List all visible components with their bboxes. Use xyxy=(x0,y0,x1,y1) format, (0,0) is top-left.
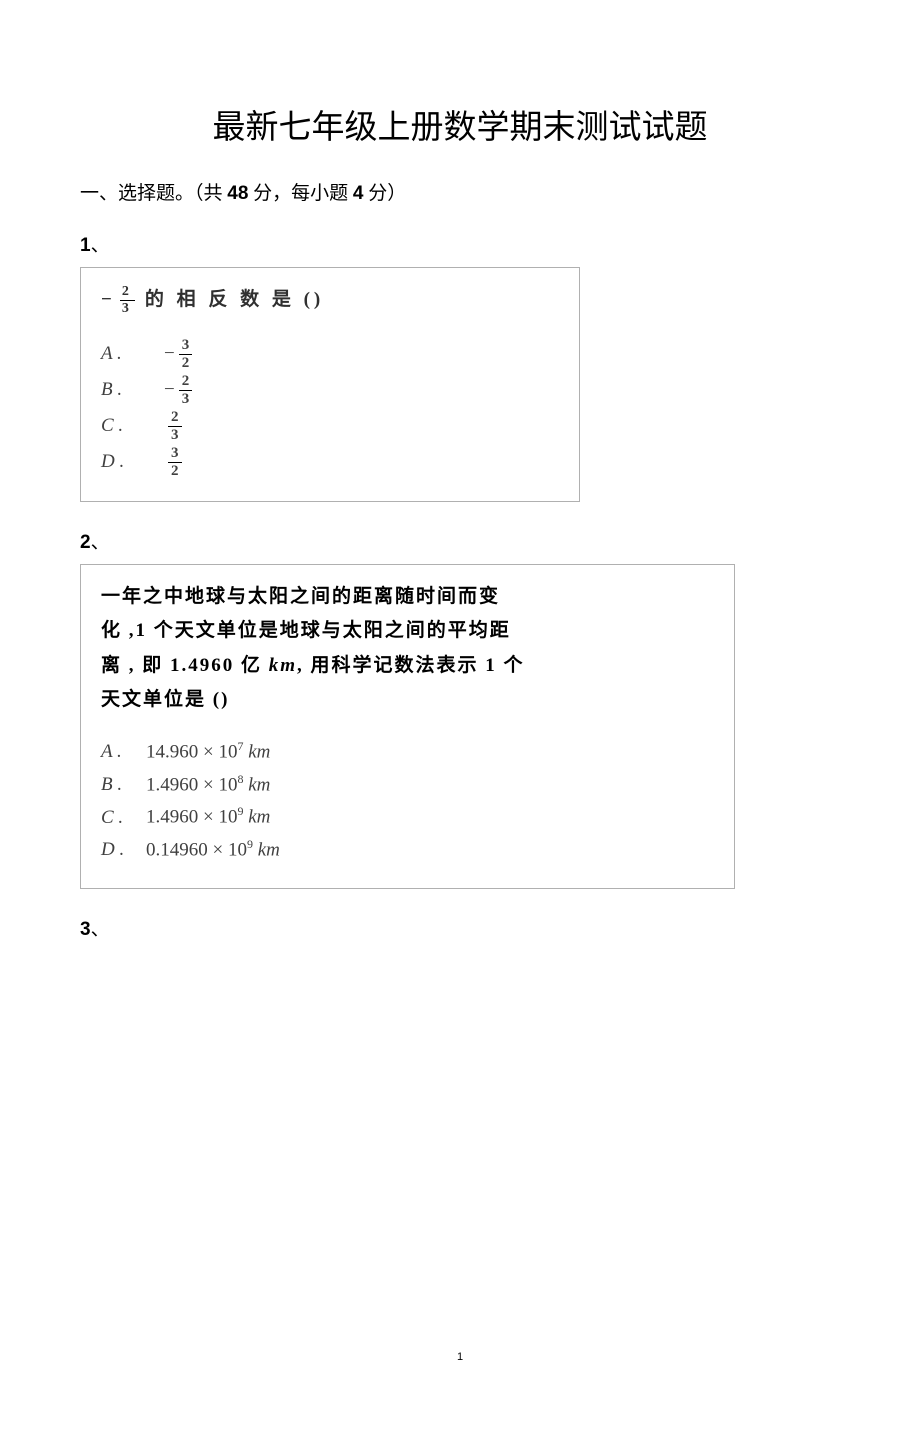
q1-c-den: 3 xyxy=(168,427,182,444)
section-label: 一、选择题。（共 xyxy=(80,183,227,204)
q2-a-label: A . xyxy=(101,737,146,767)
q1-frac-den: 3 xyxy=(120,301,135,316)
q2-a-formula: 14.960 × 107 km xyxy=(146,737,270,768)
q2-b-exp: 8 xyxy=(237,772,243,786)
q2-c-exp: 9 xyxy=(237,804,243,818)
q2-stem: 一年之中地球与太阳之间的距离随时间而变 化 ,1 个天文单位是地球与太阳之间的平… xyxy=(101,580,714,717)
q1-b-fraction: 2 3 xyxy=(179,373,193,407)
q1-option-b: B . − 2 3 xyxy=(101,373,559,407)
section-mid: 分，每小题 xyxy=(248,183,353,204)
q2-c-mantissa: 1.4960 xyxy=(146,807,198,828)
q3-num: 3 xyxy=(80,919,91,940)
q2-line3a: 离 , 即 1.4960 亿 xyxy=(101,655,269,676)
q1-num: 1 xyxy=(80,235,91,256)
q2-line1: 一年之中地球与太阳之间的距离随时间而变 xyxy=(101,580,714,614)
q3-sep: 、 xyxy=(91,919,110,940)
q1-option-c: C . 2 3 xyxy=(101,409,559,443)
q2-a-exp: 7 xyxy=(237,739,243,753)
q1-stem: − 2 3 的 相 反 数 是 () xyxy=(101,283,559,317)
q1-b-sign: − xyxy=(164,375,175,405)
q2-c-label: C . xyxy=(101,803,146,833)
q1-b-label: B . xyxy=(101,375,146,405)
q1-option-a: A . − 3 2 xyxy=(101,337,559,371)
section-header: 一、选择题。（共 48 分，每小题 4 分） xyxy=(80,178,840,205)
q2-option-b: B . 1.4960 × 108 km xyxy=(101,770,714,801)
q2-c-formula: 1.4960 × 109 km xyxy=(146,802,270,833)
q1-sep: 、 xyxy=(91,235,110,256)
q2-d-unit: km xyxy=(258,839,280,860)
q3-number: 3、 xyxy=(80,914,840,941)
q1-c-fraction: 2 3 xyxy=(168,409,182,443)
q1-b-num: 2 xyxy=(179,373,193,391)
q1-frac-num: 2 xyxy=(120,284,135,300)
q2-option-c: C . 1.4960 × 109 km xyxy=(101,802,714,833)
q1-fraction: 2 3 xyxy=(120,284,135,316)
q2-box: 一年之中地球与太阳之间的距离随时间而变 化 ,1 个天文单位是地球与太阳之间的平… xyxy=(80,564,735,889)
q2-b-label: B . xyxy=(101,770,146,800)
q2-line4: 天文单位是 () xyxy=(101,683,714,717)
q1-a-den: 2 xyxy=(179,355,193,372)
q2-a-mantissa: 14.960 xyxy=(146,741,198,762)
q2-num: 2 xyxy=(80,532,91,553)
q1-number: 1、 xyxy=(80,230,840,257)
q2-line3b: , 用科学记数法表示 1 个 xyxy=(297,655,525,676)
q1-d-label: D . xyxy=(101,447,146,477)
q2-line2: 化 ,1 个天文单位是地球与太阳之间的平均距 xyxy=(101,614,714,648)
q2-d-mantissa: 0.14960 xyxy=(146,839,208,860)
q2-d-formula: 0.14960 × 109 km xyxy=(146,835,280,866)
q1-box: − 2 3 的 相 反 数 是 () A . − 3 2 B . − 2 3 C… xyxy=(80,267,580,502)
q1-minus: − xyxy=(101,283,116,317)
q1-d-num: 3 xyxy=(168,445,182,463)
q2-d-exp: 9 xyxy=(247,837,253,851)
q2-number: 2、 xyxy=(80,527,840,554)
q1-a-sign: − xyxy=(164,339,175,369)
q1-c-num: 2 xyxy=(168,409,182,427)
q2-d-label: D . xyxy=(101,835,146,865)
section-suffix: 分） xyxy=(364,183,407,204)
q1-a-num: 3 xyxy=(179,337,193,355)
section-total-points: 48 xyxy=(227,183,248,204)
q2-b-formula: 1.4960 × 108 km xyxy=(146,770,270,801)
section-each-points: 4 xyxy=(353,183,364,204)
q1-a-label: A . xyxy=(101,339,146,369)
q2-b-mantissa: 1.4960 xyxy=(146,774,198,795)
q2-c-unit: km xyxy=(248,807,270,828)
page-number: 1 xyxy=(457,1351,463,1363)
q2-option-a: A . 14.960 × 107 km xyxy=(101,737,714,768)
q1-d-den: 2 xyxy=(168,463,182,480)
q1-b-den: 3 xyxy=(179,391,193,408)
page-container: 最新七年级上册数学期末测试试题 一、选择题。（共 48 分，每小题 4 分） 1… xyxy=(80,100,840,1403)
document-title: 最新七年级上册数学期末测试试题 xyxy=(80,100,840,148)
q2-line3: 离 , 即 1.4960 亿 km, 用科学记数法表示 1 个 xyxy=(101,649,714,683)
q1-option-d: D . 3 2 xyxy=(101,445,559,479)
q1-suffix: 的 相 反 数 是 () xyxy=(145,283,324,317)
q1-d-fraction: 3 2 xyxy=(168,445,182,479)
q1-c-label: C . xyxy=(101,411,146,441)
q2-a-unit: km xyxy=(248,741,270,762)
q2-sep: 、 xyxy=(91,532,110,553)
q2-line3-unit: km xyxy=(269,655,297,676)
q1-a-fraction: 3 2 xyxy=(179,337,193,371)
q2-b-unit: km xyxy=(248,774,270,795)
q2-option-d: D . 0.14960 × 109 km xyxy=(101,835,714,866)
